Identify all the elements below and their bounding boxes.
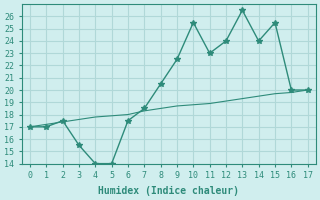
X-axis label: Humidex (Indice chaleur): Humidex (Indice chaleur) bbox=[98, 186, 239, 196]
